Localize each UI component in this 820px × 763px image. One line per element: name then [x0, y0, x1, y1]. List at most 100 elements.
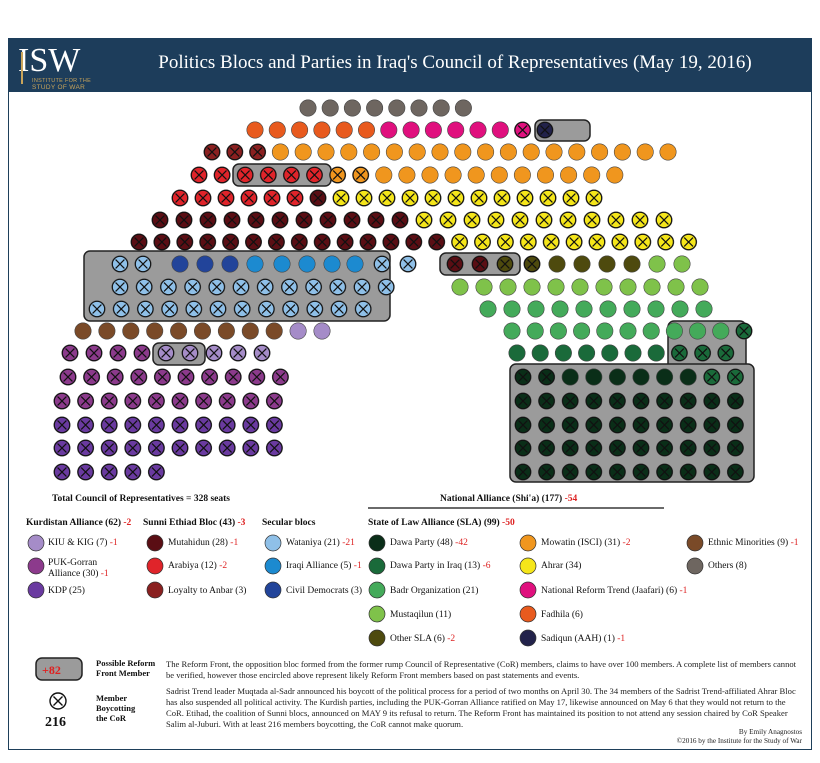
legend-mowatin-label: Mowatin (ISCI) (31)	[541, 538, 621, 548]
boycott-ring	[538, 392, 555, 410]
boycott-ring	[343, 211, 361, 229]
legend-swatch-sadiqun-aah	[519, 629, 537, 647]
boycott-cross	[730, 420, 741, 430]
boycott-cross	[57, 420, 67, 430]
boycott-ring	[727, 392, 744, 410]
boycott-ring	[694, 344, 711, 362]
boycott-cross	[588, 396, 599, 406]
boycott-ring	[266, 416, 283, 434]
boycott-ring	[562, 392, 579, 410]
boycott-cross	[683, 467, 694, 477]
boycott-ring	[367, 211, 385, 229]
boycott-cross	[133, 372, 144, 382]
boycott-ring	[306, 300, 323, 318]
boycott-ring	[219, 439, 236, 457]
boycott-ring	[111, 278, 129, 296]
seat-iraqi-alliance	[246, 255, 264, 273]
legend-dawa-change: -42	[455, 538, 468, 548]
boycott-ring	[559, 211, 577, 229]
boycott-cross	[244, 193, 254, 203]
legend-swatch-dawa-party	[368, 534, 386, 552]
boycott-ring	[588, 233, 606, 251]
boycott-cross	[587, 215, 597, 225]
kurdistan-label: Kurdistan Alliance (62)	[26, 518, 122, 528]
boycott-ring	[562, 416, 579, 434]
boycott-cross	[175, 420, 185, 430]
seat-others	[343, 99, 361, 117]
seat-mowatin-isci	[467, 166, 485, 184]
legend-mustaqilun: Mustaqilun (11)	[390, 610, 452, 620]
reform-label-1: Possible Reform	[96, 658, 156, 668]
boycott-cross	[706, 443, 717, 453]
boycott-ring	[148, 392, 165, 410]
boycott-cross	[332, 282, 343, 292]
boycott-ring	[234, 300, 251, 318]
kurdistan-change: -2	[123, 518, 132, 528]
boycott-ring	[190, 166, 208, 184]
boycott-cross	[104, 420, 115, 430]
boycott-ring	[632, 439, 650, 457]
seat-others	[388, 99, 406, 117]
boycott-cross	[730, 396, 741, 406]
seat-mowatin-isci	[477, 143, 495, 161]
seat-badr-organization	[551, 300, 569, 318]
boycott-cross	[227, 215, 237, 225]
boycott-ring	[282, 300, 299, 318]
boycott-ring	[271, 211, 289, 229]
boycott-ring	[562, 189, 580, 207]
boycott-cross	[157, 372, 168, 382]
legend-kiu-label: KIU & KIG (7)	[48, 538, 108, 548]
boycott-cross	[515, 215, 525, 225]
boycott-cross	[115, 259, 125, 269]
boycott-ring	[184, 278, 201, 296]
boycott-ring	[171, 439, 189, 457]
legend-nrt-change: -1	[679, 586, 688, 596]
boycott-ring	[219, 392, 236, 410]
boycott-ring	[671, 344, 688, 362]
boycott-cross	[739, 326, 749, 336]
boycott-cross	[271, 237, 282, 247]
boycott-cross	[63, 372, 73, 382]
boycott-ring	[583, 211, 601, 229]
boycott-ring	[566, 233, 583, 251]
boycott-cross	[127, 396, 138, 406]
boycott-cross	[86, 372, 97, 382]
boycott-ring	[61, 344, 79, 362]
boycott-ring	[283, 166, 300, 184]
boycott-ring	[107, 368, 124, 386]
seat-mowatin-isci	[375, 166, 393, 184]
legend-other-sla-change: -2	[447, 634, 456, 644]
boycott-ring	[463, 211, 481, 229]
boycott-ring	[539, 189, 557, 207]
seat-dawa-party-in-iraq	[647, 344, 665, 362]
boycott-ring	[609, 439, 626, 457]
sla-change: -50	[502, 518, 515, 528]
boycott-cross	[229, 147, 240, 157]
boycott-cross	[612, 467, 623, 477]
boycott-ring	[209, 300, 227, 318]
seat-national-reform-trend-jaafari	[447, 121, 465, 139]
boycott-ring	[176, 233, 193, 251]
boycott-ring	[199, 211, 217, 229]
legend-swatch-kdp	[27, 581, 45, 599]
boycott-cross	[451, 193, 461, 203]
seat-others	[299, 99, 317, 117]
reform-key-label: Possible Reform Front Member	[96, 658, 155, 678]
seat-mowatin-isci	[294, 143, 312, 161]
seat-badr-organization	[526, 322, 544, 340]
legend-swatch-puk-gorran-alliance	[27, 557, 45, 575]
seat-mustaqilun	[475, 278, 493, 296]
boycott-key-label: Member Boycotting the CoR	[96, 693, 135, 723]
seat-others	[366, 99, 384, 117]
boycott-cross	[347, 215, 357, 225]
boycott-cross	[104, 443, 115, 453]
boycott-cross	[674, 348, 685, 358]
boycott-ring	[607, 211, 625, 229]
boycott-cross	[377, 259, 387, 269]
seat-mustaqilun	[451, 278, 469, 296]
boycott-ring	[124, 463, 141, 481]
legend-kiu: KIU & KIG (7) -1	[48, 538, 118, 548]
seat-ethnic-minorities	[265, 322, 283, 340]
boycott-ring	[353, 278, 371, 296]
boycott-cross	[251, 372, 262, 382]
